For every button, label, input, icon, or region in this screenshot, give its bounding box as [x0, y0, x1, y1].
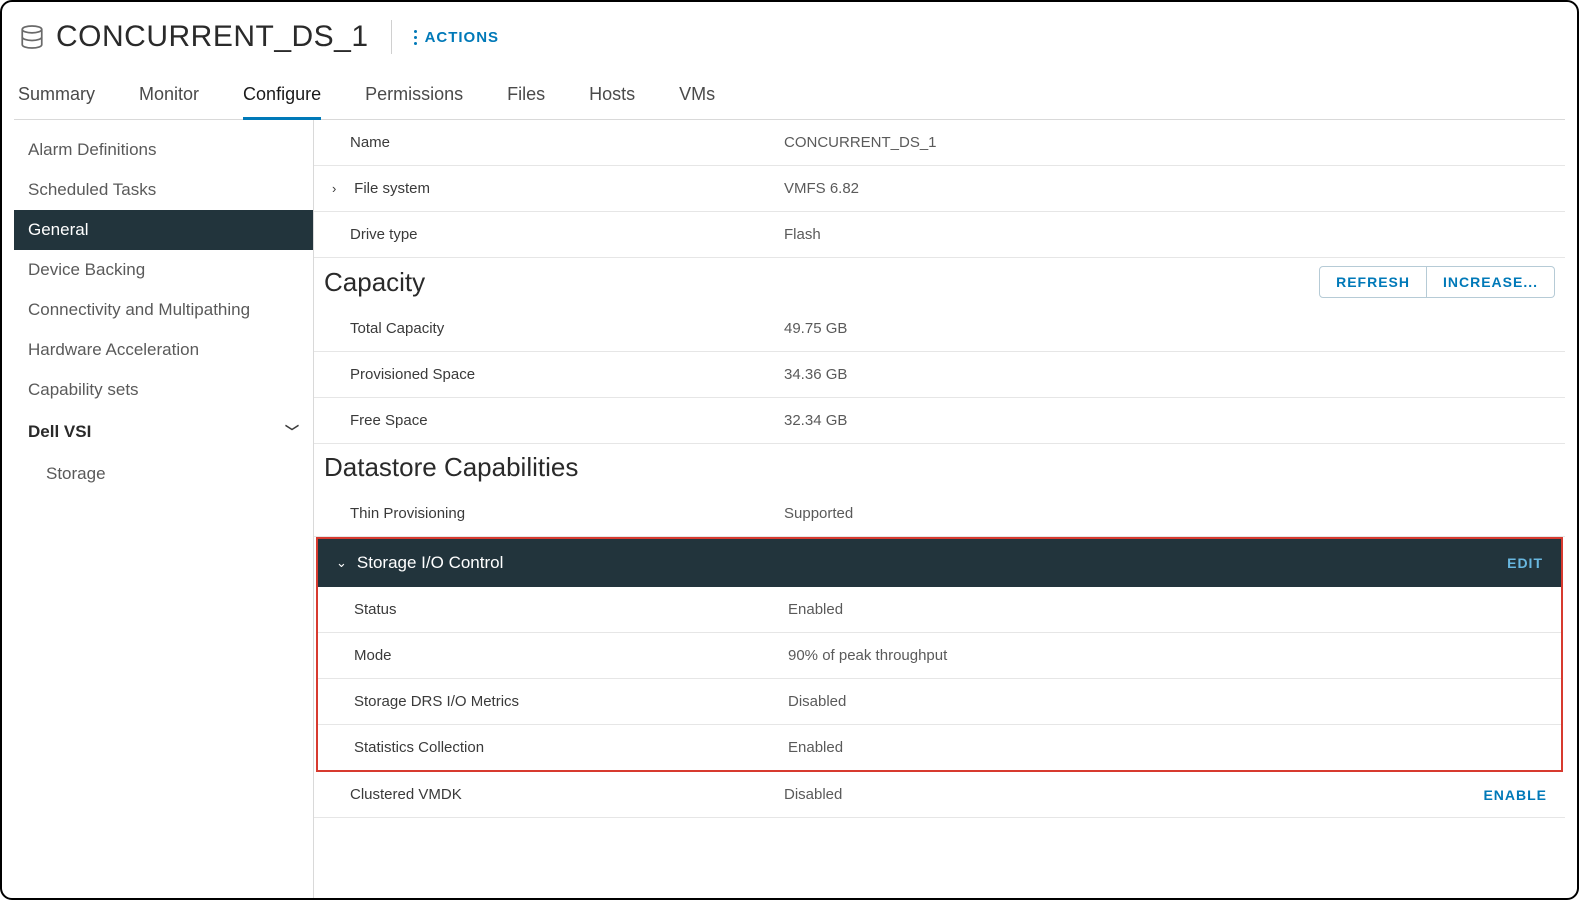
property-label: Storage DRS I/O Metrics	[318, 693, 788, 710]
property-value: CONCURRENT_DS_1	[784, 134, 1565, 151]
property-label: Drive type	[314, 226, 784, 243]
edit-button[interactable]: EDIT	[1507, 555, 1543, 571]
capabilities-section-header: Datastore Capabilities	[314, 444, 1565, 491]
storage-io-control-title: Storage I/O Control	[357, 553, 503, 573]
property-row-sioc-stats: Statistics Collection Enabled	[318, 725, 1561, 770]
property-label: Clustered VMDK	[314, 786, 784, 803]
tab-configure[interactable]: Configure	[243, 72, 321, 119]
tab-monitor[interactable]: Monitor	[139, 72, 199, 119]
property-label: Thin Provisioning	[314, 505, 784, 522]
property-value: 49.75 GB	[784, 320, 1565, 337]
capabilities-title: Datastore Capabilities	[324, 452, 578, 483]
sidebar-group-dell-vsi[interactable]: Dell VSI ﹀	[14, 410, 313, 454]
increase-button[interactable]: INCREASE...	[1427, 266, 1555, 298]
actions-label: ACTIONS	[425, 29, 500, 46]
tab-permissions[interactable]: Permissions	[365, 72, 463, 119]
property-value: 34.36 GB	[784, 366, 1565, 383]
capacity-section-header: Capacity REFRESH INCREASE...	[314, 258, 1565, 306]
property-value: Enabled	[788, 601, 1561, 618]
sidebar-item-capability-sets[interactable]: Capability sets	[14, 370, 313, 410]
property-row-name: Name CONCURRENT_DS_1	[314, 120, 1565, 166]
capabilities-properties: Thin Provisioning Supported ⌄ Storage I/…	[314, 491, 1565, 818]
sidebar-item-device-backing[interactable]: Device Backing	[14, 250, 313, 290]
sidebar-item-storage[interactable]: Storage	[14, 454, 313, 494]
property-label: Mode	[318, 647, 788, 664]
tab-bar: Summary Monitor Configure Permissions Fi…	[14, 72, 1565, 120]
sidebar-item-connectivity-multipathing[interactable]: Connectivity and Multipathing	[14, 290, 313, 330]
sidebar-item-hardware-acceleration[interactable]: Hardware Acceleration	[14, 330, 313, 370]
property-label: Name	[314, 134, 784, 151]
property-row-provisioned-space: Provisioned Space 34.36 GB	[314, 352, 1565, 398]
chevron-down-icon: ⌄	[336, 555, 347, 571]
property-value: 90% of peak throughput	[788, 647, 1561, 664]
property-value: 32.34 GB	[784, 412, 1565, 429]
actions-dots-icon	[414, 30, 417, 45]
property-row-free-space: Free Space 32.34 GB	[314, 398, 1565, 444]
property-label-text: File system	[354, 180, 430, 197]
chevron-down-icon: ﹀	[285, 422, 299, 442]
property-label: Free Space	[314, 412, 784, 429]
tab-hosts[interactable]: Hosts	[589, 72, 635, 119]
property-row-file-system[interactable]: › File system VMFS 6.82	[314, 166, 1565, 212]
property-value: VMFS 6.82	[784, 180, 1565, 197]
property-row-total-capacity: Total Capacity 49.75 GB	[314, 306, 1565, 352]
property-value: Disabled	[788, 693, 1561, 710]
storage-io-control-highlight: ⌄ Storage I/O Control EDIT Status Enable…	[316, 537, 1563, 772]
sidebar-group-label: Dell VSI	[28, 422, 91, 442]
property-label: Statistics Collection	[318, 739, 788, 756]
chevron-right-icon: ›	[332, 181, 346, 196]
storage-io-control-header[interactable]: ⌄ Storage I/O Control EDIT	[318, 539, 1561, 587]
property-row-sioc-status: Status Enabled	[318, 587, 1561, 633]
capacity-title: Capacity	[324, 267, 425, 298]
sidebar-item-alarm-definitions[interactable]: Alarm Definitions	[14, 130, 313, 170]
property-row-sioc-drs-metrics: Storage DRS I/O Metrics Disabled	[318, 679, 1561, 725]
datastore-icon	[18, 23, 46, 51]
enable-button[interactable]: ENABLE	[1483, 787, 1565, 803]
sidebar-item-scheduled-tasks[interactable]: Scheduled Tasks	[14, 170, 313, 210]
property-value: Supported	[784, 505, 1565, 522]
page-header: CONCURRENT_DS_1 ACTIONS	[14, 10, 1565, 58]
refresh-button[interactable]: REFRESH	[1319, 266, 1427, 298]
property-value: Enabled	[788, 739, 1561, 756]
general-properties: Name CONCURRENT_DS_1 › File system VMFS …	[314, 120, 1565, 258]
property-label: › File system	[314, 180, 784, 197]
property-label: Status	[318, 601, 788, 618]
property-value: Flash	[784, 226, 1565, 243]
header-separator	[391, 20, 392, 54]
main-content: Name CONCURRENT_DS_1 › File system VMFS …	[314, 120, 1565, 898]
property-label: Provisioned Space	[314, 366, 784, 383]
property-label: Total Capacity	[314, 320, 784, 337]
configure-sidebar: Alarm Definitions Scheduled Tasks Genera…	[14, 120, 314, 898]
page-title: CONCURRENT_DS_1	[56, 20, 369, 54]
actions-menu-button[interactable]: ACTIONS	[414, 29, 500, 46]
tab-summary[interactable]: Summary	[18, 72, 95, 119]
property-row-drive-type: Drive type Flash	[314, 212, 1565, 258]
tab-files[interactable]: Files	[507, 72, 545, 119]
tab-vms[interactable]: VMs	[679, 72, 715, 119]
capacity-properties: Total Capacity 49.75 GB Provisioned Spac…	[314, 306, 1565, 444]
property-row-sioc-mode: Mode 90% of peak throughput	[318, 633, 1561, 679]
property-value: Disabled	[784, 786, 1483, 803]
property-row-thin-provisioning: Thin Provisioning Supported	[314, 491, 1565, 537]
sidebar-item-general[interactable]: General	[14, 210, 313, 250]
property-row-clustered-vmdk: Clustered VMDK Disabled ENABLE	[314, 772, 1565, 818]
